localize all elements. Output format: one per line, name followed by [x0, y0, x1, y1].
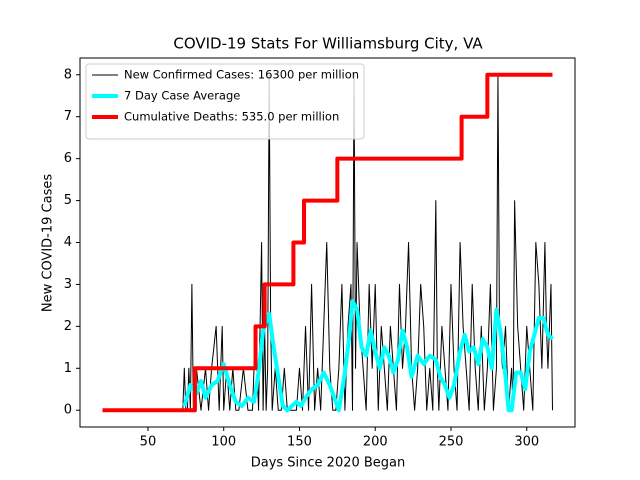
series-line	[182, 299, 554, 413]
plot-area	[102, 72, 554, 413]
y-tick-label: 5	[64, 193, 72, 208]
series-line	[102, 72, 553, 413]
y-axis-label: New COVID-19 Cases	[41, 174, 56, 312]
y-tick-label: 4	[64, 235, 72, 250]
x-axis-label: Days Since 2020 Began	[251, 456, 406, 471]
x-tick-label: 300	[514, 435, 539, 450]
legend-box	[85, 63, 365, 140]
chart-title: COVID-19 Stats For Williamsburg City, VA	[173, 35, 483, 53]
x-tick-label: 50	[140, 435, 157, 450]
x-tick-label: 250	[439, 435, 464, 450]
y-tick-label: 2	[64, 319, 72, 334]
y-tick-label: 7	[64, 109, 72, 124]
y-tick-label: 3	[64, 277, 72, 292]
y-tick-label: 1	[64, 361, 72, 376]
legend-label: New Confirmed Cases: 16300 per million	[124, 68, 359, 82]
y-tick-label: 6	[64, 151, 72, 166]
legend: New Confirmed Cases: 16300 per million 7 …	[85, 63, 365, 140]
x-tick-label: 200	[363, 435, 388, 450]
y-tick-label: 0	[64, 403, 72, 418]
x-tick-label: 150	[287, 435, 312, 450]
legend-label: Cumulative Deaths: 535.0 per million	[124, 110, 339, 124]
y-tick-label: 8	[64, 67, 72, 82]
legend-label: 7 Day Case Average	[124, 89, 240, 103]
x-tick-label: 100	[211, 435, 236, 450]
